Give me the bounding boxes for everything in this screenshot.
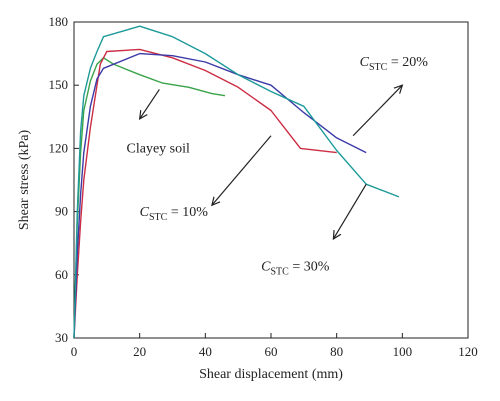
annotation-text: C bbox=[140, 205, 150, 220]
y-tick-label: 180 bbox=[49, 14, 69, 29]
series-layer bbox=[73, 25, 400, 339]
annotation-suffix: = 10% bbox=[167, 205, 208, 220]
y-tick-label: 90 bbox=[55, 204, 68, 219]
annotation-subscript: STC bbox=[369, 62, 388, 73]
annotation-label-stc20: CSTC = 20% bbox=[360, 55, 429, 73]
x-axis-ticks: 0 20 40 60 80 100 120 bbox=[71, 333, 478, 359]
y-tick-label: 60 bbox=[55, 267, 68, 282]
annotation-arrow-stc20 bbox=[352, 85, 402, 137]
annotation-label-clayey: Clayey soil bbox=[127, 142, 190, 157]
series-line-stc30 bbox=[73, 25, 400, 339]
x-tick-label: 60 bbox=[265, 344, 278, 359]
annotation-text: C bbox=[360, 55, 370, 70]
x-axis-title: Shear displacement (mm) bbox=[199, 367, 343, 382]
annotation-subscript: STC bbox=[149, 212, 168, 223]
annotation-text: C bbox=[261, 260, 271, 275]
annotation-subscript: STC bbox=[270, 267, 289, 278]
annotation-suffix: = 20% bbox=[387, 55, 428, 70]
x-tick-label: 120 bbox=[458, 344, 478, 359]
series-line-clayey bbox=[73, 57, 226, 339]
x-tick-label: 100 bbox=[393, 344, 413, 359]
x-tick-label: 0 bbox=[71, 344, 78, 359]
x-tick-label: 40 bbox=[199, 344, 212, 359]
annotation-text: Clayey soil bbox=[127, 142, 190, 157]
annotation-label-stc30: CSTC = 30% bbox=[261, 260, 330, 278]
annotation-label-stc10: CSTC = 10% bbox=[140, 205, 209, 223]
x-tick-label: 20 bbox=[133, 344, 146, 359]
y-tick-label: 120 bbox=[49, 140, 69, 155]
x-tick-label: 80 bbox=[330, 344, 343, 359]
series-line-stc20 bbox=[73, 52, 367, 339]
annotation-arrow-stc10 bbox=[212, 135, 272, 206]
annotation-arrow-clayey bbox=[140, 89, 160, 118]
annotation-arrow-stc30 bbox=[333, 183, 367, 239]
y-tick-label: 30 bbox=[55, 330, 68, 345]
y-axis-ticks: 30 60 90 120 150 180 bbox=[49, 14, 79, 345]
annotation-suffix: = 30% bbox=[289, 260, 330, 275]
y-tick-label: 150 bbox=[49, 77, 69, 92]
series-line-stc10 bbox=[73, 48, 337, 339]
y-axis-title: Shear stress (kPa) bbox=[17, 130, 32, 231]
